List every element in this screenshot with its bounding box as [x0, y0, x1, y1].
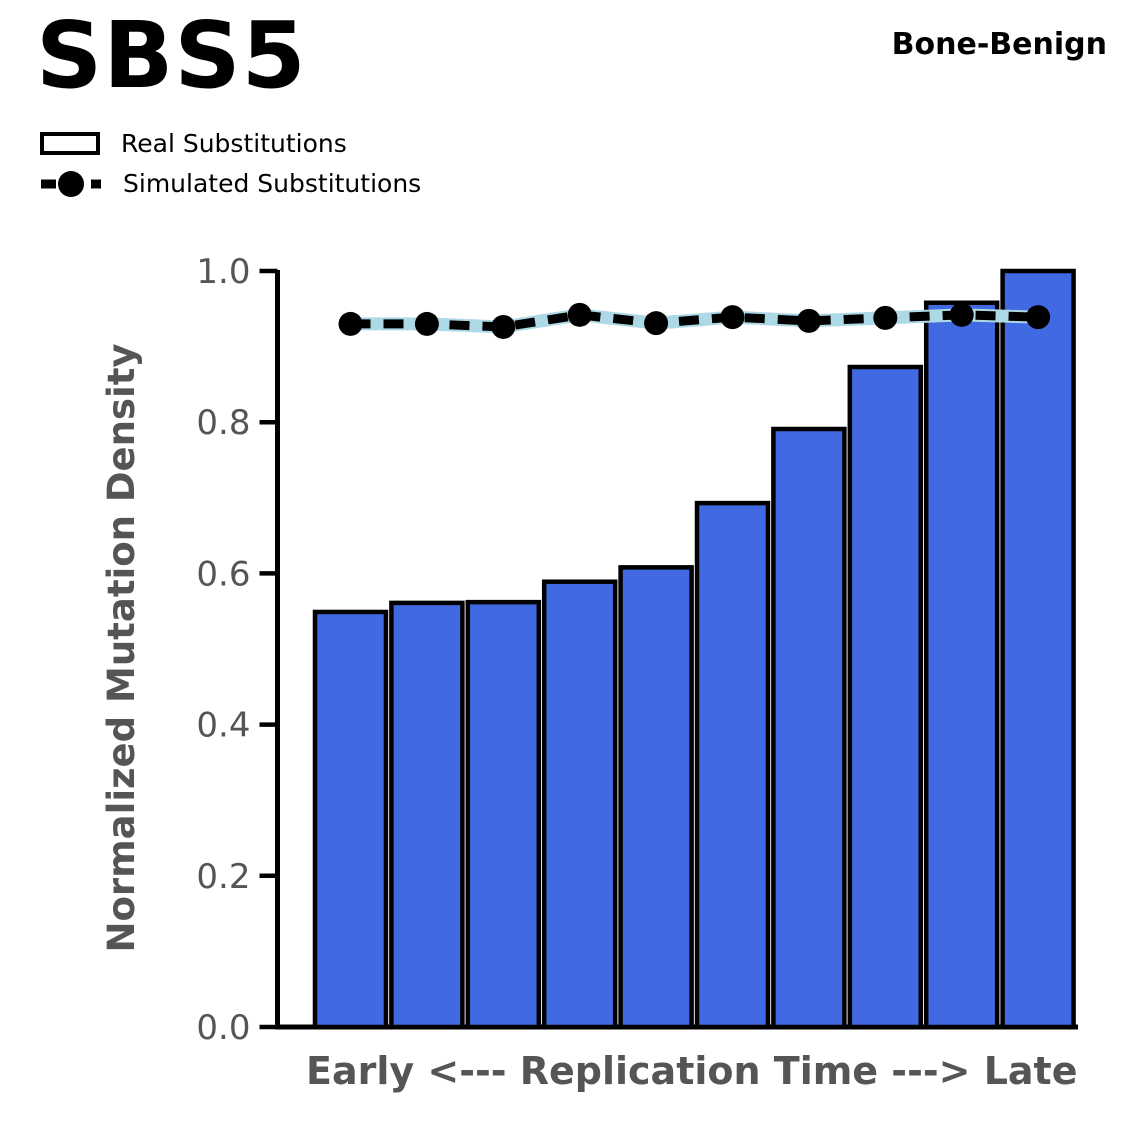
cohort-label: Bone-Benign	[891, 27, 1107, 62]
x-axis-label: Early <--- Replication Time ---> Late	[306, 1049, 1078, 1093]
simulated-line-dashed	[350, 310, 1039, 332]
bar-real-substitutions	[541, 579, 618, 1030]
bar-real-substitutions	[694, 500, 771, 1030]
simulated-point	[1026, 305, 1051, 330]
legend-item-simulated: Simulated Substitutions	[40, 169, 421, 198]
bar-real-substitutions	[618, 565, 694, 1030]
y-tick-label: 0.0	[196, 1008, 250, 1048]
simulated-point	[414, 311, 439, 336]
simulated-point	[644, 311, 669, 336]
y-tick-label: 1.0	[196, 252, 250, 292]
figure-title: SBS5	[36, 2, 307, 109]
bar-real-substitutions	[312, 609, 389, 1030]
bar-real-substitutions	[465, 599, 542, 1030]
y-axis-label: Normalized Mutation Density	[100, 343, 143, 952]
real-substitutions-swatch	[40, 132, 100, 155]
y-tick-label: 0.4	[196, 706, 250, 746]
bar-real-substitutions	[1000, 268, 1076, 1030]
simulated-point	[796, 308, 821, 333]
legend: Real Substitutions Simulated Substitutio…	[40, 129, 421, 198]
legend-label-simulated: Simulated Substitutions	[123, 169, 422, 198]
y-tick-label: 0.8	[196, 403, 250, 443]
simulated-point	[720, 305, 745, 330]
simulated-point	[949, 302, 974, 327]
simulated-point	[491, 314, 516, 339]
legend-label-real: Real Substitutions	[121, 129, 347, 158]
bar-real-substitutions	[389, 600, 465, 1030]
simulated-point	[873, 305, 898, 330]
dashed-line-circle-icon	[41, 170, 101, 197]
y-tick-label: 0.2	[196, 857, 250, 897]
bar-real-substitutions	[847, 364, 924, 1030]
y-tick-label: 0.6	[196, 554, 250, 594]
bar-real-substitutions	[923, 300, 1000, 1030]
simulated-point	[567, 302, 592, 327]
legend-item-real: Real Substitutions	[40, 129, 421, 158]
simulated-point	[338, 311, 363, 336]
bar-real-substitutions	[771, 426, 847, 1030]
